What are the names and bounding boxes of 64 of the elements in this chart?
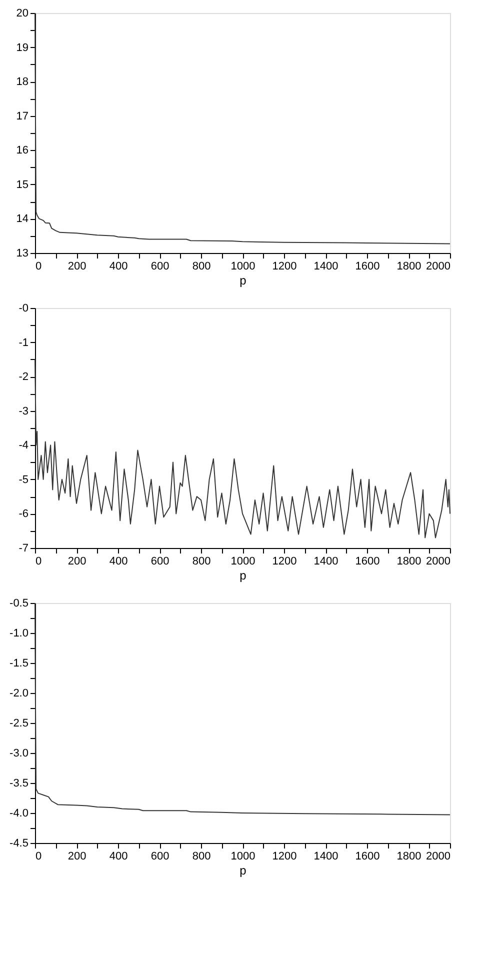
x-tick-label: 800 <box>192 556 211 568</box>
x-tick-label: 0 <box>36 260 42 272</box>
x-tick-label: 2000 <box>426 850 450 862</box>
line-series <box>34 12 450 244</box>
x-tick-label: 1200 <box>272 556 297 568</box>
y-tick-label: -1.5 <box>10 658 28 670</box>
y-tick-label: 20 <box>16 8 28 20</box>
y-tick-label: -2.0 <box>10 688 28 700</box>
x-tick-label: 1800 <box>396 556 422 568</box>
x-tick-label: 400 <box>109 260 128 272</box>
y-tick-label: -2.5 <box>10 718 28 730</box>
y-tick-label: -2 <box>18 371 28 384</box>
x-tick-label: 2000 <box>426 260 450 272</box>
y-tick-label: -6 <box>18 508 28 520</box>
y-tick-label: 17 <box>16 110 28 122</box>
y-tick-label: 15 <box>16 178 28 191</box>
y-tick-label: -5 <box>18 474 28 486</box>
y-tick-label: 16 <box>16 144 28 157</box>
y-tick-label: -1 <box>18 336 28 349</box>
y-tick-label: -4 <box>18 440 28 452</box>
x-tick-label: 200 <box>68 556 86 568</box>
x-tick-label: 1800 <box>396 260 422 272</box>
line-series <box>34 602 450 816</box>
y-tick-label: -0.5 <box>10 598 28 610</box>
y-tick-label: -4.5 <box>10 838 28 850</box>
x-tick-label: 1400 <box>314 260 338 272</box>
x-tick-label: 0 <box>36 850 42 862</box>
x-tick-label: 600 <box>150 556 170 568</box>
x-tick-label: 1000 <box>230 850 256 862</box>
x-tick-label: 400 <box>109 850 128 862</box>
x-tick-label: 1400 <box>314 850 338 862</box>
x-tick-label: 1600 <box>355 850 380 862</box>
x-tick-label: 1400 <box>314 556 338 568</box>
x-tick-label: 200 <box>68 260 86 272</box>
y-tick-label: 18 <box>16 76 28 88</box>
y-tick-label: 13 <box>16 248 28 260</box>
y-tick-label: -3 <box>18 405 28 418</box>
y-tick-label: -7 <box>18 542 28 554</box>
y-tick-label: -0 <box>18 302 28 314</box>
x-tick-label: 2000 <box>426 556 450 568</box>
x-tick-label: 1000 <box>230 556 256 568</box>
x-axis-title: p <box>240 864 247 878</box>
x-tick-label: 1200 <box>272 260 297 272</box>
x-tick-label: 1000 <box>230 260 256 272</box>
y-tick-label: 14 <box>16 213 28 226</box>
x-tick-label: 400 <box>109 556 128 568</box>
y-tick-label: -4.0 <box>10 808 28 820</box>
x-axis-title: p <box>240 274 247 288</box>
y-tick-label: -3.0 <box>10 748 28 760</box>
line-series <box>34 358 450 538</box>
x-tick-label: 200 <box>68 850 86 862</box>
x-tick-label: 1200 <box>272 850 297 862</box>
x-tick-label: 600 <box>150 850 170 862</box>
x-tick-label: 800 <box>192 260 211 272</box>
y-tick-label: -3.5 <box>10 778 28 790</box>
x-tick-label: 1600 <box>355 556 380 568</box>
x-tick-label: 800 <box>192 850 211 862</box>
x-tick-label: 1800 <box>396 850 422 862</box>
x-tick-label: 600 <box>150 260 170 272</box>
y-tick-label: -1.0 <box>10 628 28 640</box>
x-tick-label: 1600 <box>355 260 380 272</box>
x-axis-title: p <box>240 568 247 582</box>
y-tick-label: 19 <box>16 42 28 54</box>
x-tick-label: 0 <box>36 556 42 568</box>
